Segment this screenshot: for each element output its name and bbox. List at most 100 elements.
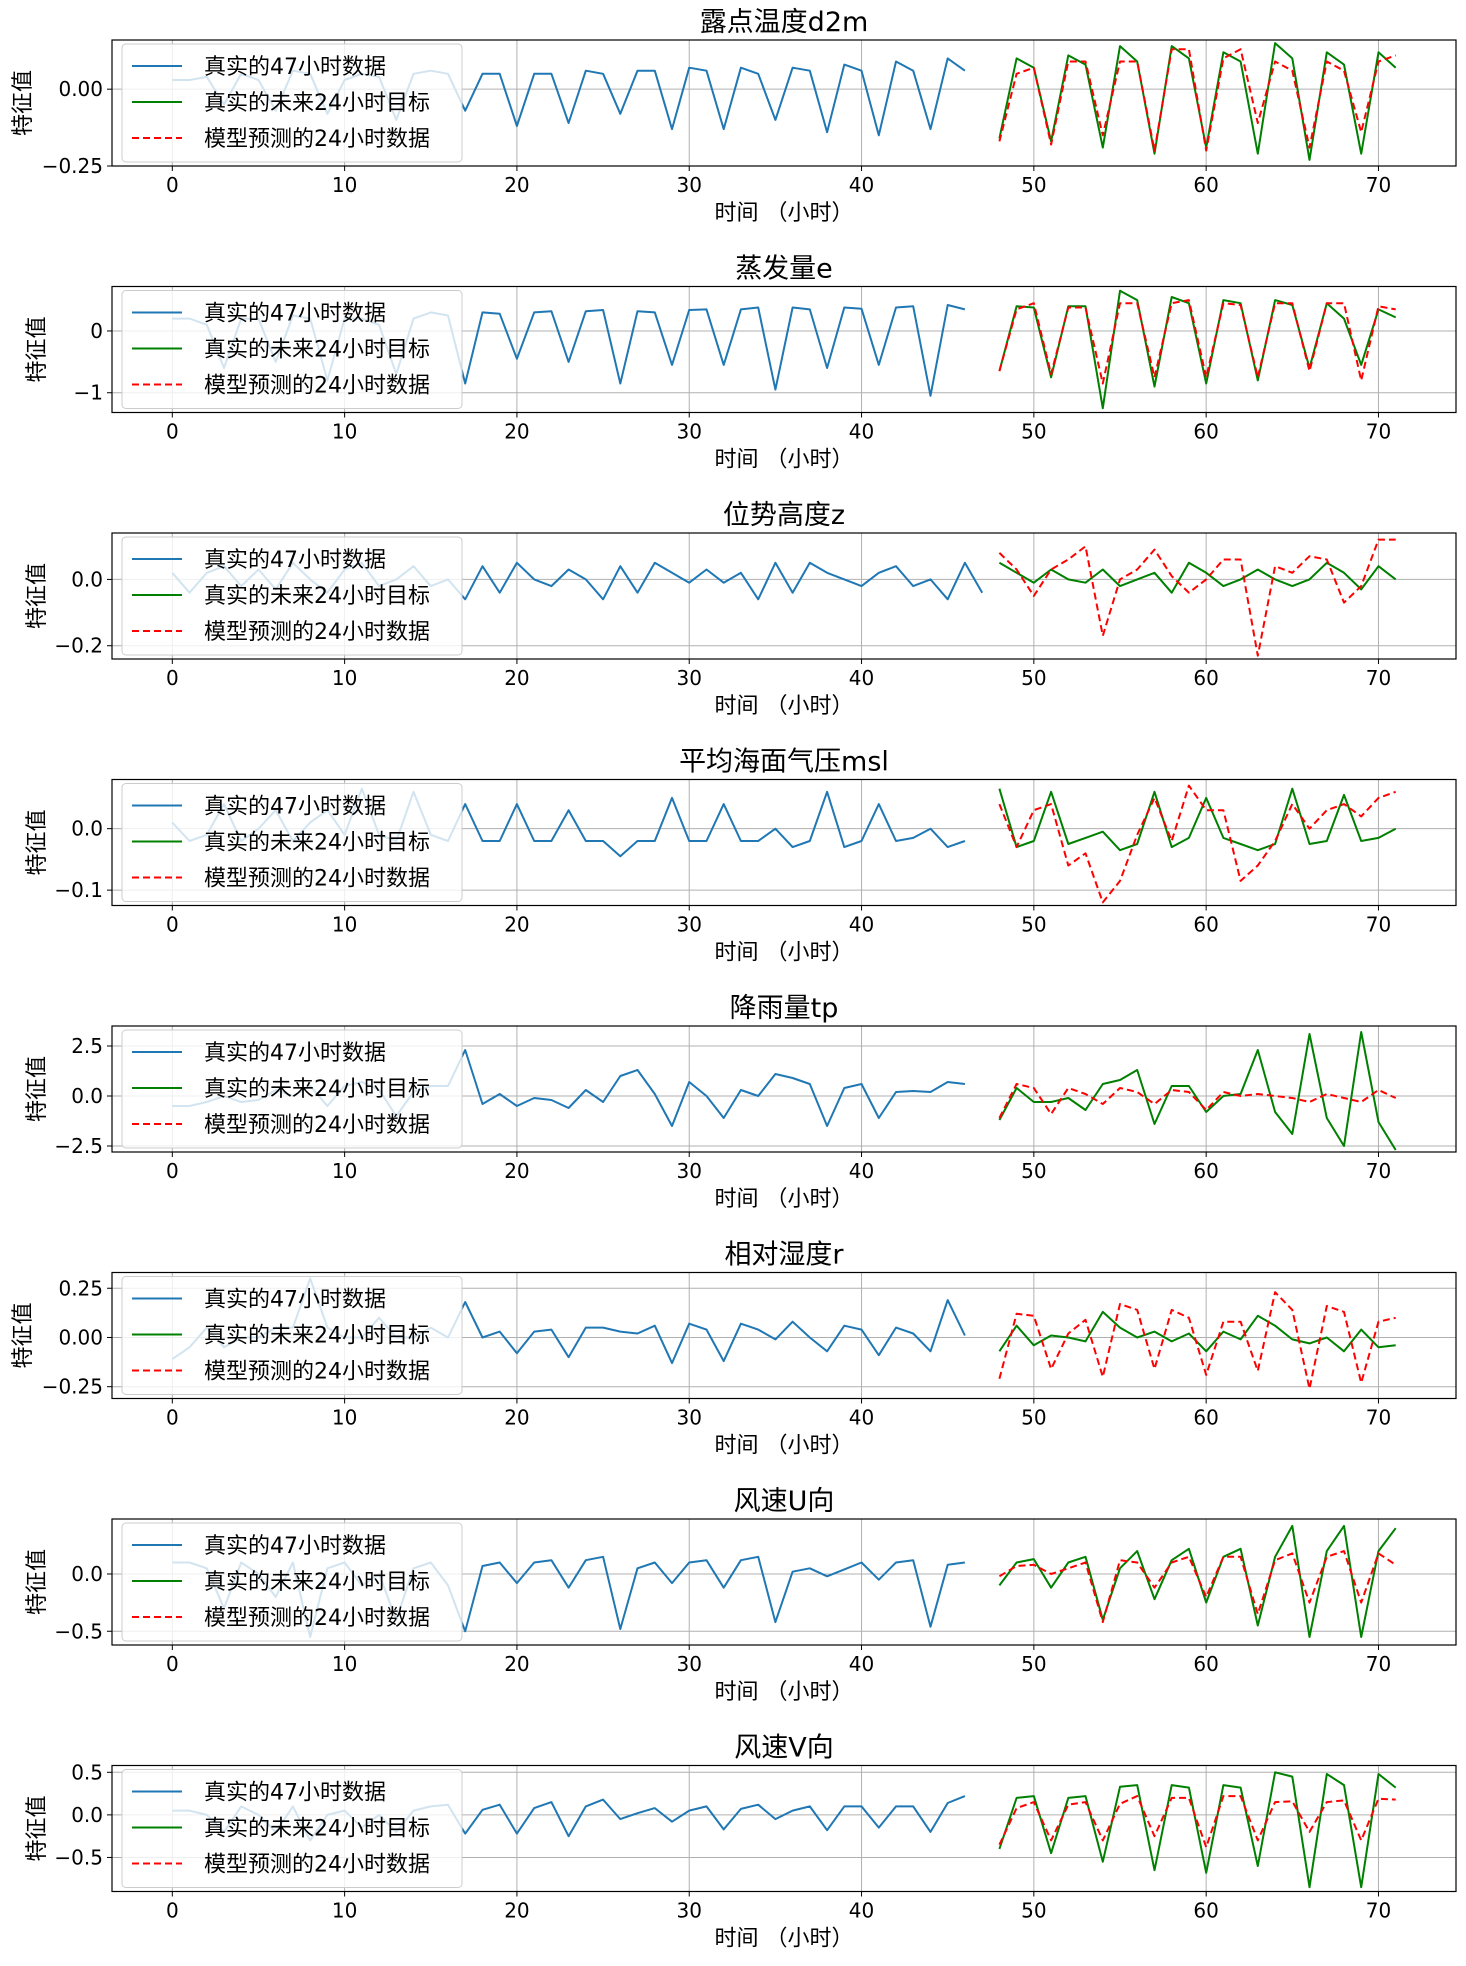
- x-tick-label: 60: [1193, 666, 1218, 690]
- x-tick-label: 10: [332, 913, 357, 937]
- x-tick-label: 10: [332, 666, 357, 690]
- x-tick-label: 60: [1193, 420, 1218, 444]
- x-tick-label: 40: [849, 913, 874, 937]
- x-tick-label: 10: [332, 420, 357, 444]
- legend-label: 模型预测的24小时数据: [204, 374, 430, 399]
- y-tick-label: −0.25: [42, 1375, 103, 1399]
- series-line-target: [998, 787, 1397, 852]
- x-tick-label: 50: [1021, 420, 1046, 444]
- subplot-title: 相对湿度r: [724, 1240, 844, 1271]
- x-tick-label: 0: [166, 666, 179, 690]
- legend-label: 模型预测的24小时数据: [204, 1606, 430, 1631]
- subplot-title: 风速V向: [734, 1733, 833, 1764]
- series-line-target: [998, 1310, 1396, 1353]
- subplot-3: 位势高度z 0 10 20 30 40 50 60 70 −0.2 0.0 时间 （小时） 特征值 真实的…: [25, 500, 1457, 719]
- legend-label: 真实的未来24小时目标: [204, 1324, 430, 1349]
- x-tick-label: 60: [1193, 913, 1218, 937]
- x-tick-label: 40: [849, 173, 874, 197]
- y-axis-label: 特征值: [25, 1795, 50, 1861]
- x-tick-label: 70: [1366, 666, 1391, 690]
- plot-frame: [111, 1518, 1457, 1646]
- legend-label: 模型预测的24小时数据: [204, 1113, 430, 1138]
- x-tick-label: 20: [504, 420, 529, 444]
- legend-label: 模型预测的24小时数据: [204, 1360, 430, 1385]
- x-tick-label: 30: [677, 1899, 702, 1923]
- x-tick-label: 0: [166, 1406, 179, 1430]
- x-tick-label: 40: [849, 1159, 874, 1183]
- x-axis-label: 时间 （小时）: [715, 201, 854, 226]
- x-tick-label: 10: [332, 1159, 357, 1183]
- legend-box: [121, 1029, 463, 1149]
- x-tick-label: 30: [677, 666, 702, 690]
- y-tick-label: −1: [74, 381, 103, 405]
- plot-frame: [111, 1025, 1457, 1153]
- y-tick-label: 0.0: [71, 1084, 103, 1108]
- legend-label: 模型预测的24小时数据: [204, 867, 430, 892]
- y-tick-label: −2.5: [54, 1134, 103, 1158]
- x-tick-label: 0: [166, 1899, 179, 1923]
- x-tick-label: 30: [677, 1652, 702, 1676]
- y-tick-label: 0.5: [71, 1760, 103, 1784]
- legend-label: 真实的未来24小时目标: [204, 1570, 430, 1595]
- y-tick-label: 0: [90, 319, 103, 343]
- legend-box: [121, 783, 463, 902]
- x-tick-label: 70: [1366, 913, 1391, 937]
- y-tick-label: 0.00: [58, 77, 103, 101]
- subplot-title: 蒸发量e: [735, 254, 833, 285]
- x-axis-label: 时间 （小时）: [715, 448, 854, 473]
- y-tick-label: 0.25: [58, 1276, 103, 1300]
- plot-frame: [111, 285, 1457, 414]
- x-tick-label: 60: [1193, 1899, 1218, 1923]
- y-tick-label: 0.00: [58, 1325, 103, 1349]
- legend-label: 真实的未来24小时目标: [204, 1817, 430, 1842]
- legend-box: [121, 1522, 463, 1642]
- series-line-prediction: [998, 1795, 1396, 1849]
- y-axis-label: 特征值: [25, 316, 50, 382]
- x-tick-label: 10: [332, 1899, 357, 1923]
- x-tick-label: 20: [504, 173, 529, 197]
- x-tick-label: 70: [1366, 1159, 1391, 1183]
- x-tick-label: 70: [1366, 420, 1391, 444]
- legend-label: 真实的未来24小时目标: [204, 584, 430, 609]
- x-axis-label: 时间 （小时）: [715, 1434, 854, 1459]
- x-tick-label: 50: [1021, 1899, 1046, 1923]
- legend-label: 真实的47小时数据: [204, 1534, 386, 1559]
- y-axis-label: 特征值: [11, 1302, 36, 1368]
- legend-label: 真实的47小时数据: [204, 55, 386, 80]
- series-line-prediction: [998, 784, 1397, 904]
- legend-label: 真实的未来24小时目标: [204, 338, 430, 363]
- x-tick-label: 10: [332, 173, 357, 197]
- x-axis-label: 时间 （小时）: [715, 1187, 854, 1212]
- x-tick-label: 20: [504, 1159, 529, 1183]
- x-tick-label: 20: [504, 666, 529, 690]
- legend-box: [121, 43, 463, 163]
- y-tick-label: 2.5: [71, 1034, 103, 1058]
- series-line-prediction: [998, 538, 1396, 657]
- x-tick-label: 40: [849, 666, 874, 690]
- subplot-8: 风速V向 0 10 20 30 40 50 60 70 −0.5 0.0 0.5 时间 （小时） 特征值 真…: [25, 1733, 1457, 1952]
- x-tick-label: 30: [677, 1159, 702, 1183]
- x-axis-label: 时间 （小时）: [715, 1927, 854, 1952]
- legend-label: 真实的未来24小时目标: [204, 1077, 430, 1102]
- subplot-title: 平均海面气压msl: [679, 747, 889, 778]
- subplot-title: 位势高度z: [723, 500, 845, 531]
- y-axis-label: 特征值: [25, 809, 50, 875]
- x-tick-label: 60: [1193, 173, 1218, 197]
- series-line-prediction: [998, 48, 1397, 152]
- x-tick-label: 0: [166, 173, 179, 197]
- plot-frame: [111, 39, 1457, 167]
- series-line-prediction: [998, 299, 1396, 385]
- legend-label: 真实的47小时数据: [204, 1781, 386, 1806]
- x-tick-label: 0: [166, 913, 179, 937]
- x-tick-label: 10: [332, 1406, 357, 1430]
- x-tick-label: 10: [332, 1652, 357, 1676]
- x-axis-label: 时间 （小时）: [715, 1680, 854, 1705]
